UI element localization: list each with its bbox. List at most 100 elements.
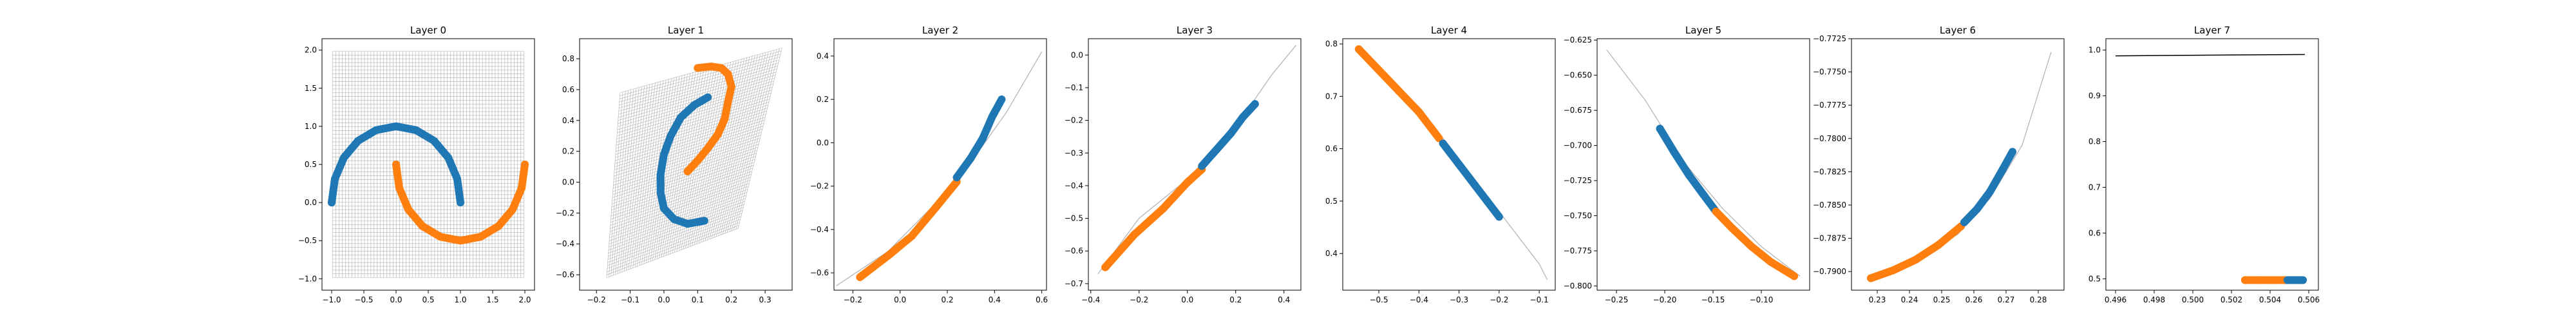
plot-area [2115, 54, 2307, 284]
subplot-5: −0.25 −0.20 −0.15 −0.10 −0.625 −0.650 −0.675 −0… [1564, 25, 1810, 304]
data-point [1912, 255, 1920, 264]
data-point [1455, 161, 1463, 168]
data-point [437, 233, 444, 241]
y-tick-label: 0.0 [305, 198, 317, 207]
data-point [856, 273, 864, 281]
x-tick-label: 0.28 [2030, 295, 2047, 304]
data-point [1671, 148, 1678, 157]
mesh-line-h [618, 75, 776, 121]
series-class1 [1712, 207, 1798, 281]
mesh-line-h [619, 59, 779, 106]
mesh-line-h [618, 72, 777, 118]
mesh-line-h [620, 50, 782, 96]
subplot-title: Layer 3 [1177, 25, 1213, 36]
data-point [704, 144, 712, 152]
data-point [412, 126, 420, 134]
plot-area [328, 51, 529, 278]
data-point [392, 122, 400, 130]
x-tick-label: 2.0 [518, 295, 531, 304]
data-point [1415, 108, 1423, 116]
x-tick-label: −0.25 [1605, 295, 1629, 304]
y-tick-label: −0.7825 [1813, 167, 1846, 176]
subplot-3: −0.4 −0.2 0.0 0.2 0.4 −0.7 −0.6 −0.5 −0.4 −0.3 −0.… [1065, 25, 1302, 304]
plot-area [1867, 52, 2052, 282]
data-point [419, 222, 426, 230]
data-point [457, 199, 464, 207]
data-point [354, 137, 362, 145]
x-tick-label: −0.4 [1410, 295, 1428, 304]
data-point [979, 134, 987, 143]
data-point [1471, 181, 1479, 190]
mesh-curve [1606, 50, 1801, 277]
data-point [1439, 139, 1447, 148]
plot-area [1606, 50, 1801, 281]
series-class1 [856, 177, 961, 281]
x-tick-label: 0.23 [1869, 295, 1886, 304]
y-tick-label: −0.7750 [1813, 68, 1846, 77]
x-tick-label: 0.504 [2259, 295, 2281, 304]
data-point [721, 115, 729, 123]
data-point [694, 64, 702, 72]
data-point [392, 161, 400, 168]
data-point [683, 220, 692, 228]
data-point [724, 70, 732, 79]
y-tick-label: −0.775 [1564, 246, 1592, 255]
mesh-line-v [729, 50, 772, 232]
data-point [656, 170, 665, 179]
data-point [2241, 276, 2249, 284]
x-tick-label: 0.500 [2182, 295, 2204, 304]
y-tick-label: −0.625 [1564, 35, 1592, 44]
x-tick-label: −0.5 [354, 295, 373, 304]
subplot-title: Layer 0 [410, 25, 446, 36]
data-point [967, 153, 975, 162]
data-point [700, 217, 708, 225]
x-tick-label: 0.0 [658, 295, 670, 304]
x-tick-label: −0.2 [587, 295, 606, 304]
x-tick-label: −0.2 [1130, 295, 1148, 304]
data-point [372, 126, 380, 134]
mesh-line-v [720, 54, 761, 235]
y-tick-label: 0.8 [2088, 137, 2101, 146]
mesh-line-h [619, 63, 779, 108]
data-point [2268, 276, 2276, 284]
x-tick-label: 0.498 [2143, 295, 2165, 304]
mesh-line-v [731, 50, 775, 231]
y-tick-label: −0.750 [1564, 212, 1592, 221]
data-point [677, 113, 685, 122]
x-tick-label: 0.506 [2298, 295, 2320, 304]
subplot-title: Layer 5 [1685, 25, 1721, 36]
y-tick-label: −0.2 [810, 182, 829, 191]
data-point [453, 175, 461, 183]
data-point [1748, 242, 1756, 251]
data-point [724, 98, 732, 106]
data-point [331, 175, 339, 183]
x-tick-label: −0.20 [1653, 295, 1677, 304]
data-point [1159, 204, 1168, 213]
x-tick-label: 0.27 [1998, 295, 2015, 304]
x-tick-label: 0.0 [390, 295, 402, 304]
series-class0 [1960, 148, 2016, 226]
x-tick-label: −0.1 [1530, 295, 1549, 304]
x-tick-label: 0.3 [759, 295, 772, 304]
mesh-line-v [724, 52, 766, 234]
y-tick-label: −0.2 [556, 208, 574, 217]
data-point [998, 95, 1006, 104]
mesh-curve [2115, 54, 2306, 57]
data-point [521, 161, 529, 168]
x-tick-label: −0.2 [844, 295, 862, 304]
mesh-line-h [620, 54, 781, 99]
data-point [714, 130, 722, 139]
x-tick-label: 0.0 [894, 295, 906, 304]
y-tick-label: 0.7 [1325, 92, 1338, 101]
y-tick-label: 0.6 [2088, 228, 2101, 237]
y-tick-label: −0.3 [1065, 148, 1083, 157]
x-tick-label: 0.26 [1965, 295, 1983, 304]
data-point [727, 83, 735, 91]
mesh-line-h [618, 66, 778, 112]
mesh-curve [836, 51, 1043, 286]
data-point [2299, 276, 2307, 284]
y-tick-label: 0.8 [562, 54, 574, 63]
data-point [659, 204, 668, 213]
